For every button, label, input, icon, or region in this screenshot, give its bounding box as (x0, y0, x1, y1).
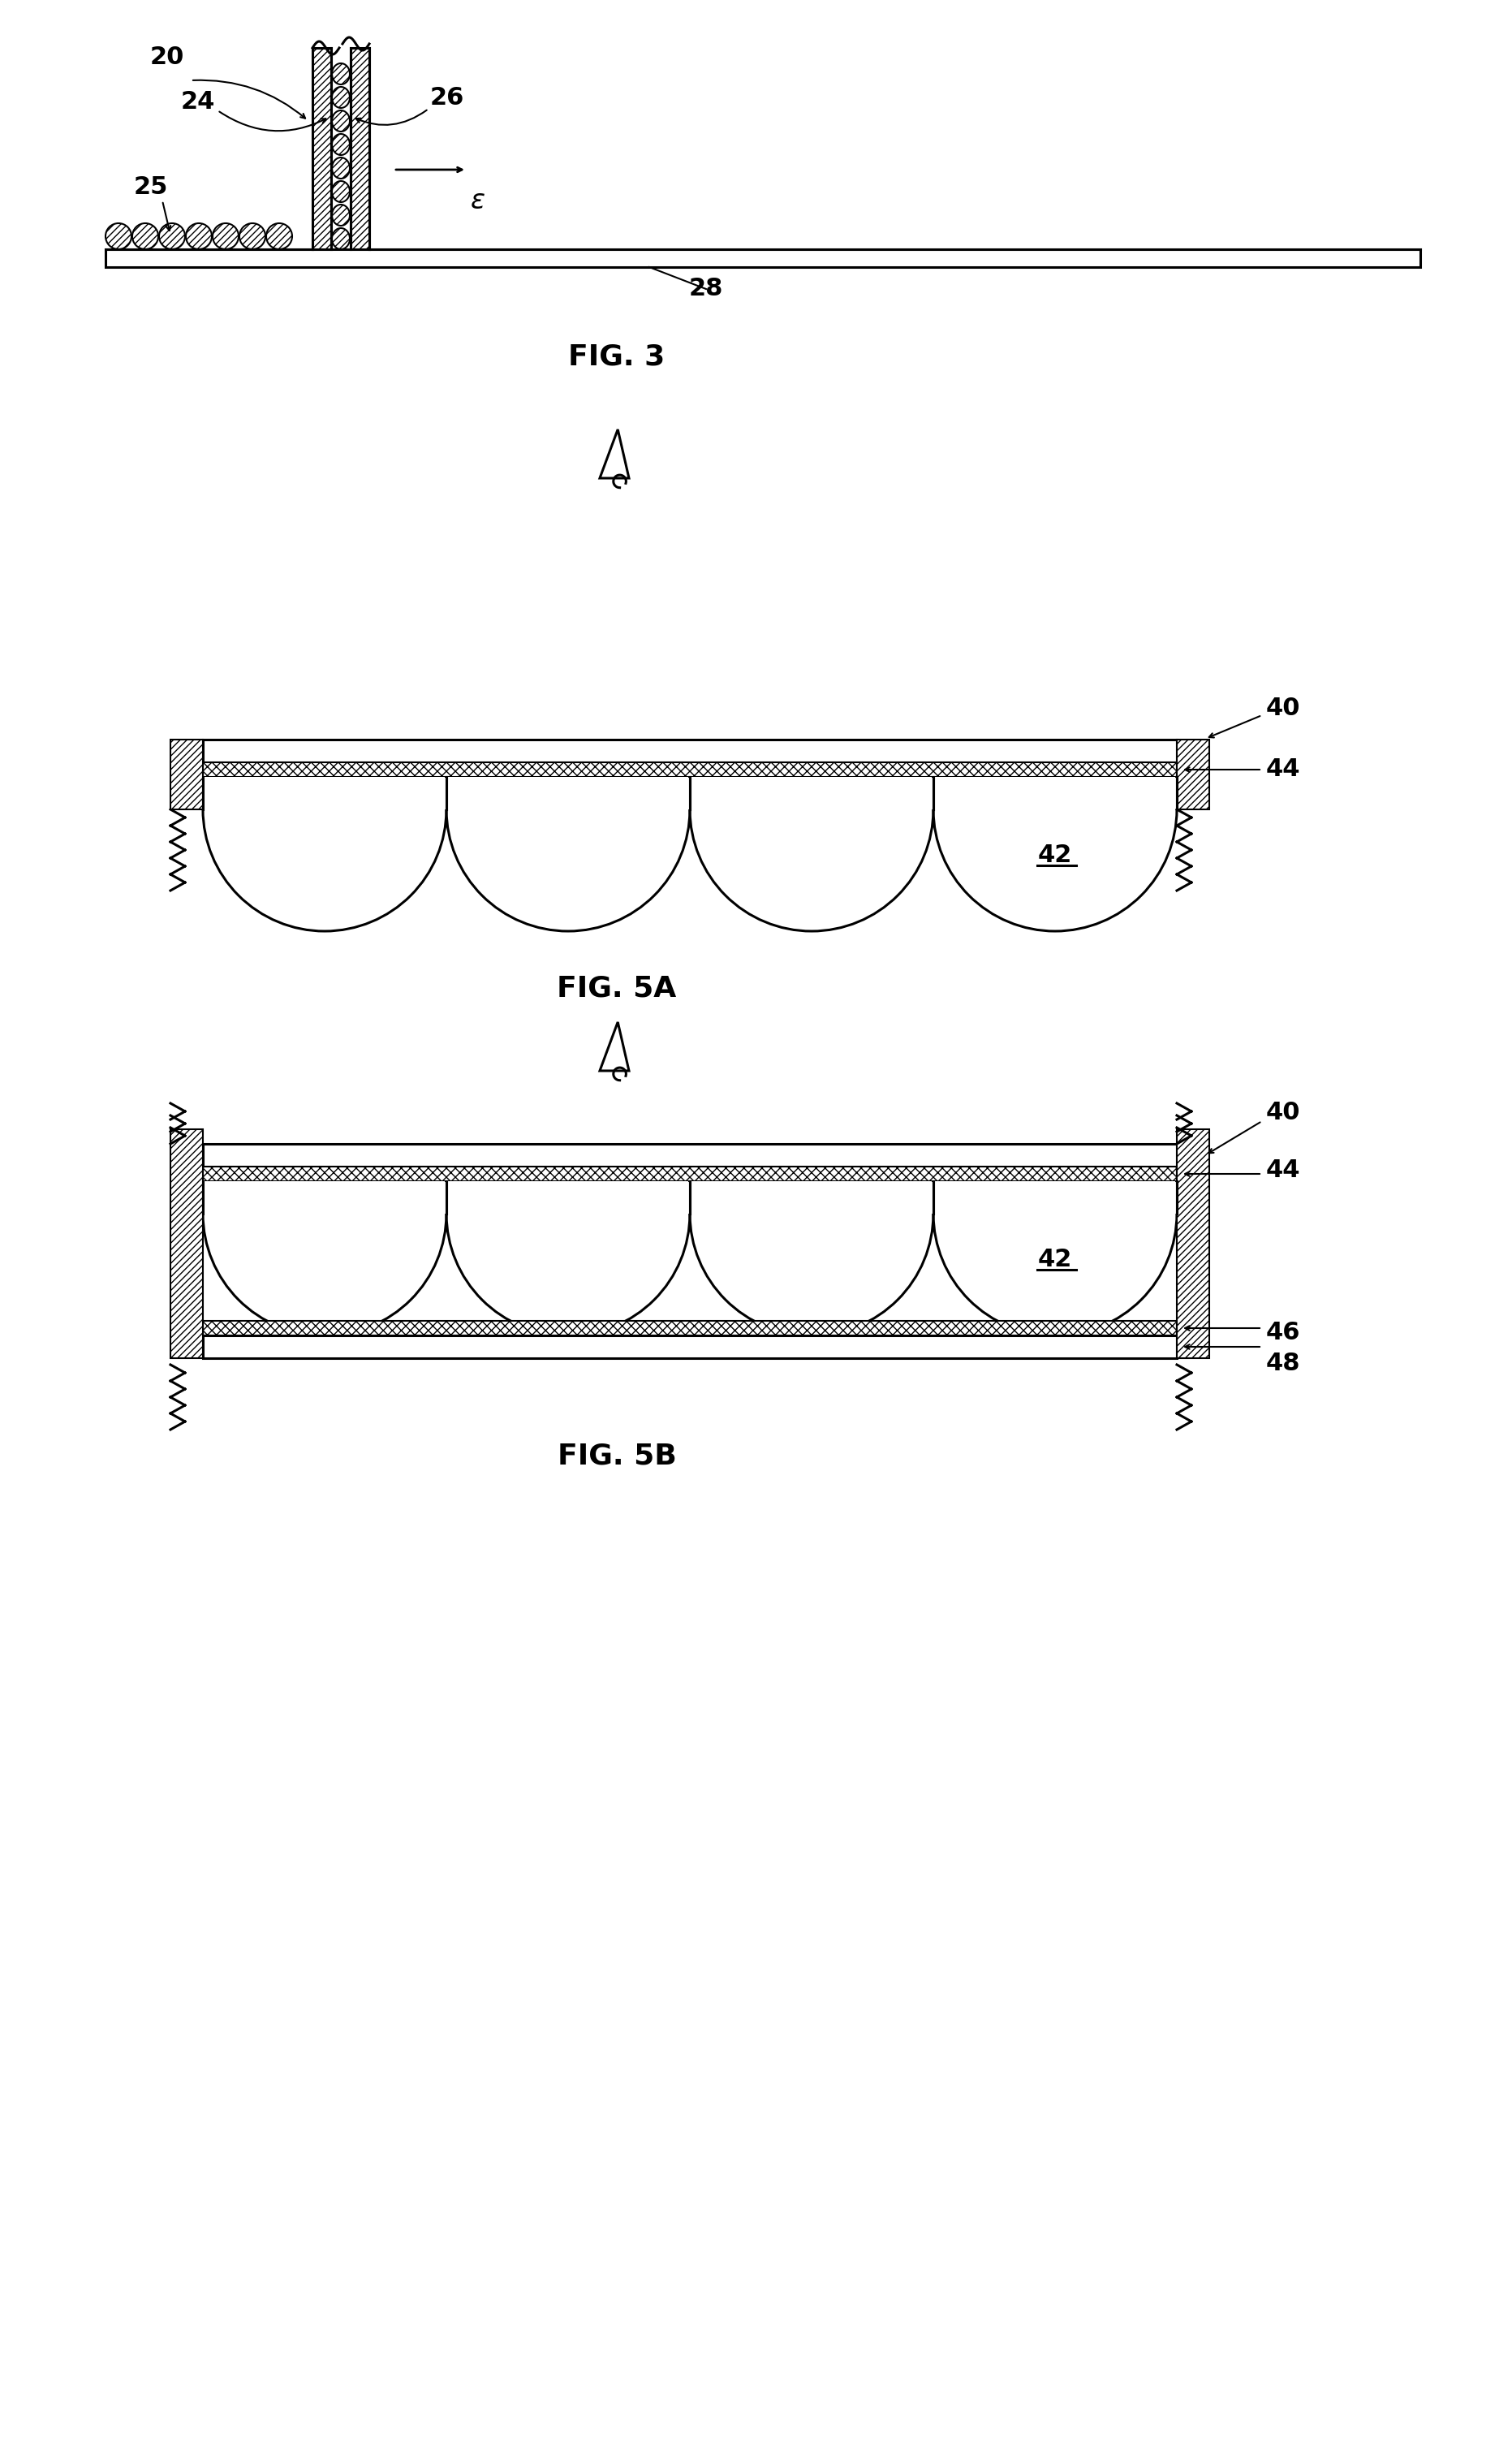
Bar (171, 740, 203, 809)
Bar (171, 1129, 203, 1357)
Text: ε: ε (470, 187, 485, 214)
Ellipse shape (333, 157, 349, 180)
Bar (204, 777, 445, 932)
Text: 40: 40 (1266, 696, 1300, 720)
Bar (448, 777, 688, 932)
Ellipse shape (333, 204, 349, 226)
Text: FIG. 3: FIG. 3 (569, 342, 665, 371)
Text: 28: 28 (689, 278, 723, 300)
Bar (204, 1180, 445, 1335)
Circle shape (239, 224, 266, 248)
Circle shape (106, 224, 132, 248)
Text: 44: 44 (1266, 1158, 1300, 1183)
Text: 42: 42 (1037, 843, 1072, 866)
Wedge shape (934, 809, 1175, 930)
Polygon shape (600, 430, 629, 477)
Ellipse shape (333, 86, 349, 108)
Text: 42: 42 (1037, 1247, 1072, 1271)
Circle shape (159, 224, 184, 248)
Text: 44: 44 (1266, 757, 1300, 782)
Text: 24: 24 (180, 91, 215, 113)
Ellipse shape (333, 111, 349, 130)
Text: 48: 48 (1266, 1352, 1300, 1375)
Wedge shape (691, 809, 931, 930)
Ellipse shape (333, 133, 349, 155)
Circle shape (213, 224, 239, 248)
Circle shape (132, 224, 159, 248)
Bar (1176, 740, 1210, 809)
Bar (313, 47, 331, 248)
Polygon shape (600, 1023, 629, 1070)
Wedge shape (204, 809, 445, 930)
Bar (351, 47, 369, 248)
Bar (691, 777, 931, 932)
Bar (448, 1180, 688, 1335)
Bar (203, 740, 1176, 762)
Bar (203, 1166, 1176, 1180)
Text: 40: 40 (1266, 1102, 1300, 1124)
Bar (106, 248, 1420, 268)
Circle shape (266, 224, 292, 248)
Text: 25: 25 (135, 175, 168, 199)
Text: FIG. 5A: FIG. 5A (556, 974, 676, 1001)
Ellipse shape (333, 229, 349, 248)
Bar (203, 1335, 1176, 1357)
Text: 20: 20 (150, 44, 184, 69)
Bar (691, 1180, 931, 1335)
Bar (934, 1180, 1175, 1335)
Bar (934, 777, 1175, 932)
Text: 26: 26 (429, 86, 464, 111)
Text: FIG. 5B: FIG. 5B (558, 1441, 676, 1470)
Wedge shape (448, 809, 688, 930)
Bar (203, 1143, 1176, 1166)
Circle shape (186, 224, 212, 248)
Ellipse shape (333, 64, 349, 84)
Text: 46: 46 (1266, 1320, 1300, 1345)
Ellipse shape (333, 182, 349, 202)
Bar (203, 1320, 1176, 1335)
Bar (1176, 1129, 1210, 1357)
Bar (203, 762, 1176, 777)
